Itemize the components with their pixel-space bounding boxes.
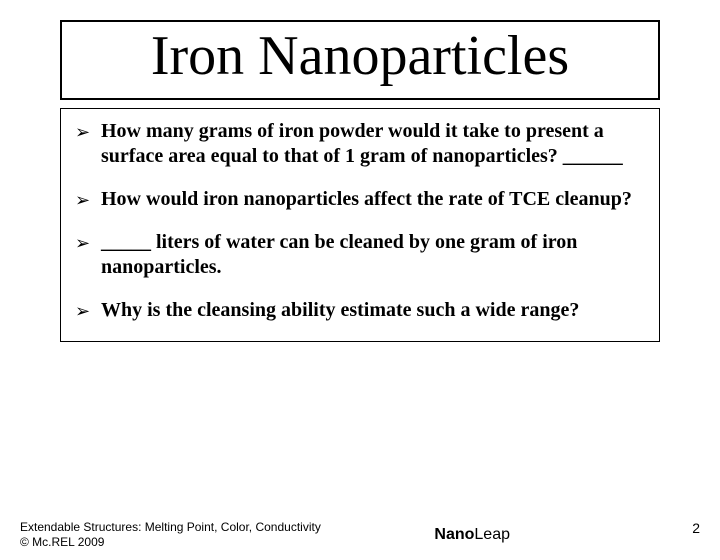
bullet-text: How many grams of iron powder would it t…: [101, 119, 645, 169]
list-item: ➢ _____ liters of water can be cleaned b…: [75, 230, 645, 280]
list-item: ➢ How many grams of iron powder would it…: [75, 119, 645, 169]
footer-line-2: © Mc.REL 2009: [20, 535, 434, 550]
bullet-icon: ➢: [75, 187, 101, 212]
page-number: 2: [692, 520, 700, 536]
list-item: ➢ How would iron nanoparticles affect th…: [75, 187, 645, 212]
page-title: Iron Nanoparticles: [74, 26, 646, 88]
logo-part-1: Nano: [434, 526, 474, 543]
title-box: Iron Nanoparticles: [60, 20, 660, 100]
content-box: ➢ How many grams of iron powder would it…: [60, 108, 660, 343]
bullet-icon: ➢: [75, 298, 101, 323]
bullet-text: _____ liters of water can be cleaned by …: [101, 230, 645, 280]
logo-part-2: Leap: [474, 526, 510, 543]
footer: Extendable Structures: Melting Point, Co…: [0, 520, 720, 550]
bullet-text: Why is the cleansing ability estimate su…: [101, 298, 645, 323]
bullet-icon: ➢: [75, 119, 101, 144]
list-item: ➢ Why is the cleansing ability estimate …: [75, 298, 645, 323]
footer-line-1: Extendable Structures: Melting Point, Co…: [20, 520, 434, 535]
bullet-icon: ➢: [75, 230, 101, 255]
footer-logo: NanoLeap: [434, 526, 510, 544]
bullet-text: How would iron nanoparticles affect the …: [101, 187, 645, 212]
footer-credit: Extendable Structures: Melting Point, Co…: [20, 520, 434, 550]
